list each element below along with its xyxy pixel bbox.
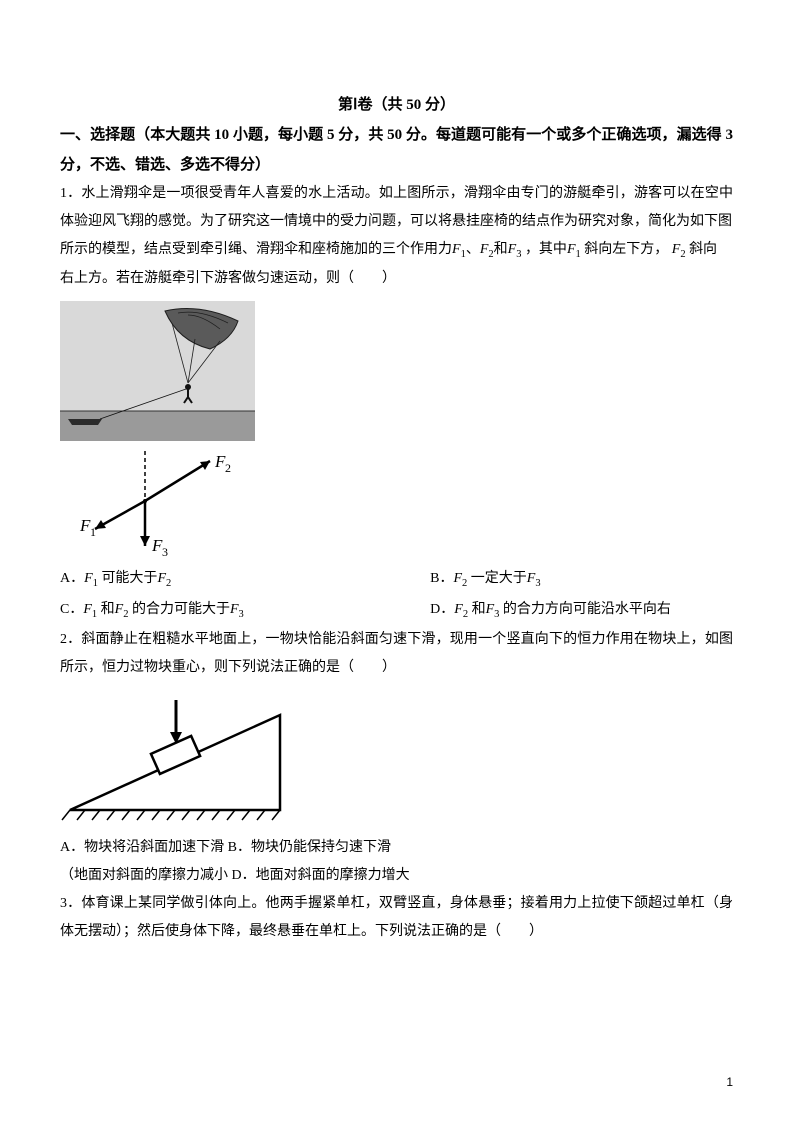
f: F (157, 571, 166, 586)
t: 和 (97, 602, 115, 617)
q1-optA: A．F1 可能大于F2 (60, 565, 430, 594)
f-symbol: F (567, 242, 576, 257)
q1-stem-line1: 1．水上滑翔伞是一项很受青年人喜爱的水上活动。如上图所示，滑翔伞由专门的游艇牵引… (60, 180, 733, 236)
t: 可能大于 (98, 571, 158, 586)
t: 斜向左下方， (581, 242, 672, 257)
volume-title: 第Ⅰ卷（共 50 分） (60, 90, 733, 120)
q2-optAB: A．物块将沿斜面加速下滑 B．物块仍能保持匀速下滑 (60, 834, 733, 862)
s: 3 (239, 608, 244, 619)
svg-text:3: 3 (162, 545, 168, 559)
q2-figure (60, 690, 733, 830)
q1-options-row2: C．F1 和F2 的合力可能大于F3 D．F2 和F3 的合力方向可能沿水平向右 (60, 596, 733, 625)
q1-optC: C．F1 和F2 的合力可能大于F3 (60, 596, 430, 625)
t: 和 (494, 242, 508, 257)
svg-text:2: 2 (225, 461, 231, 475)
f: F (453, 571, 462, 586)
section-head: 一、选择题（本大题共 10 小题，每小题 5 分，共 50 分。每道题可能有一个… (60, 120, 733, 180)
q1-optD: D．F2 和F3 的合力方向可能沿水平向右 (430, 596, 733, 625)
s: 2 (166, 578, 171, 589)
t: C． (60, 602, 83, 617)
f: F (84, 571, 93, 586)
q1-options-row1: A．F1 可能大于F2 B．F2 一定大于F3 (60, 565, 733, 594)
t: 和 (468, 602, 486, 617)
f: F (486, 602, 495, 617)
t: 一定大于 (467, 571, 527, 586)
f: F (83, 602, 92, 617)
q2-optCD: （地面对斜面的摩擦力减小 D．地面对斜面的摩擦力增大 (60, 862, 733, 890)
f: F (454, 602, 463, 617)
f-symbol: F (508, 242, 517, 257)
t: D． (430, 602, 454, 617)
t: A． (60, 571, 84, 586)
q1-figure: F 2 F 1 F 3 (60, 301, 733, 561)
page-number: 1 (726, 1070, 733, 1094)
t: 斜向 (686, 242, 718, 257)
q3-stem: 3．体育课上某同学做引体向上。他两手握紧单杠，双臂竖直，身体悬垂；接着用力上拉使… (60, 890, 733, 946)
t: 的合力可能大于 (128, 602, 230, 617)
q1-t: 所示的模型，结点受到牵引绳、滑翔伞和座椅施加的三个作用力 (60, 242, 452, 257)
f-symbol: F (452, 242, 461, 257)
t: B． (430, 571, 453, 586)
t: 、 (466, 242, 480, 257)
q1-stem-line3: 右上方。若在游艇牵引下游客做匀速运动，则（ ） (60, 265, 733, 293)
q1-stem-line2: 所示的模型，结点受到牵引绳、滑翔伞和座椅施加的三个作用力F1、F2和F3 ，其中… (60, 236, 733, 265)
t: ，其中 (521, 242, 567, 257)
s: 3 (535, 578, 540, 589)
f: F (230, 602, 239, 617)
q2-stem: 2．斜面静止在粗糙水平地面上，一物块恰能沿斜面匀速下滑，现用一个竖直向下的恒力作… (60, 626, 733, 682)
f: F (115, 602, 124, 617)
svg-text:1: 1 (90, 525, 96, 539)
q1-optB: B．F2 一定大于F3 (430, 565, 733, 594)
t: 的合力方向可能沿水平向右 (499, 602, 671, 617)
